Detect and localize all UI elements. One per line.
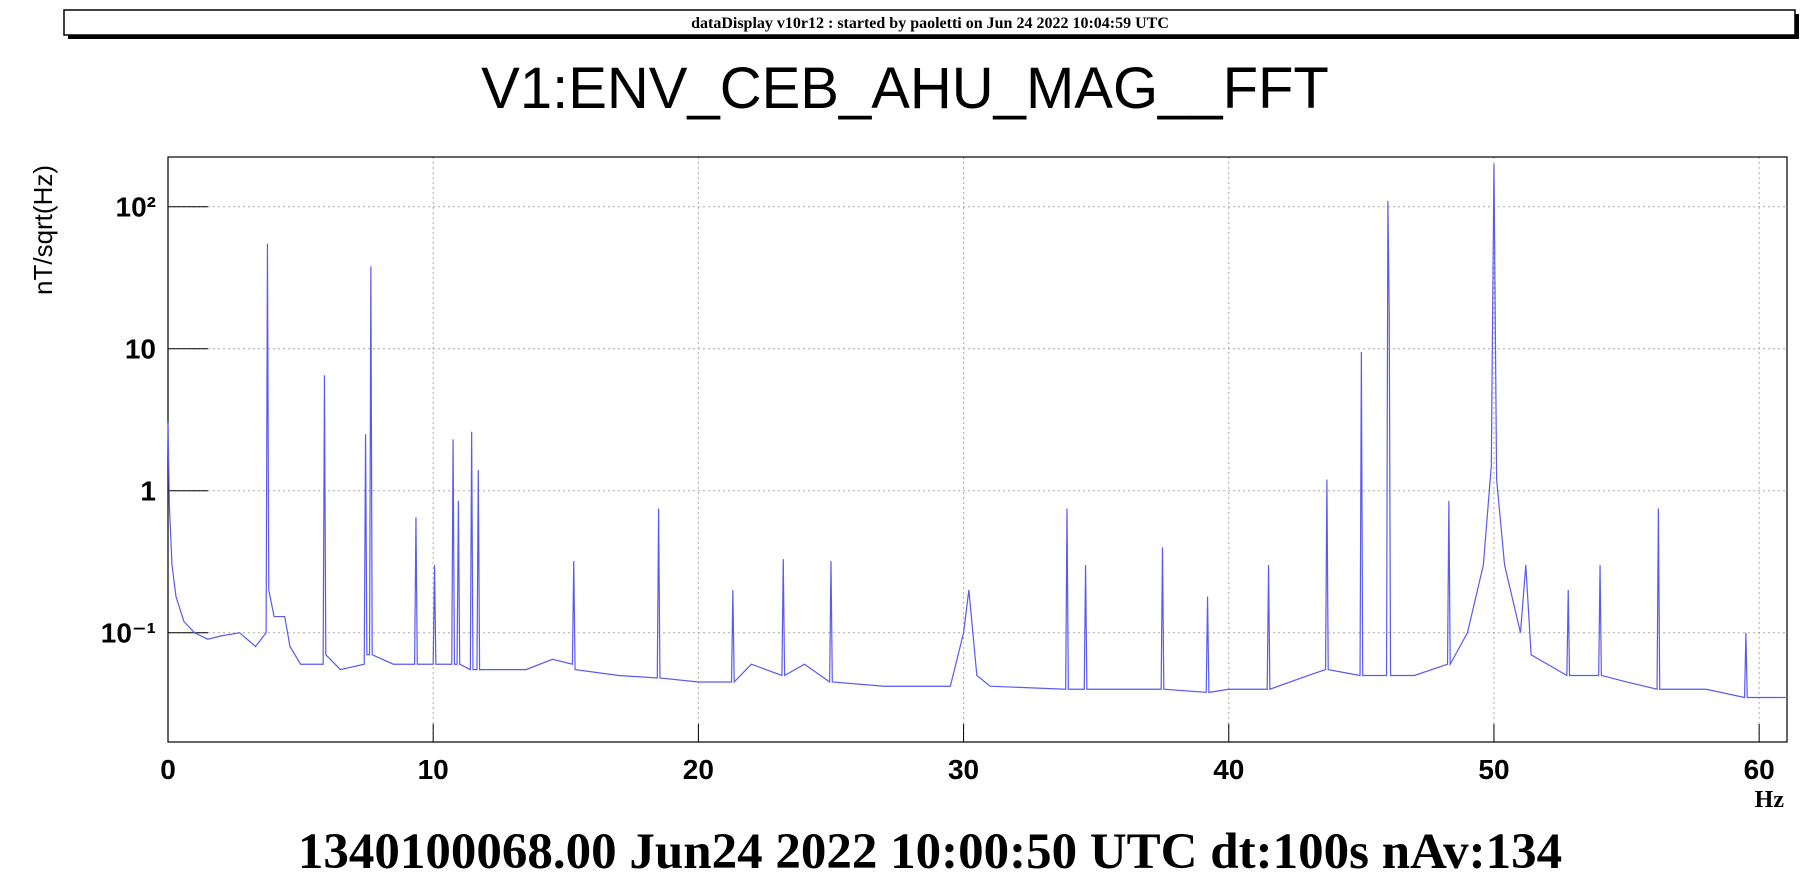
x-axis-label: Hz [1755,787,1785,813]
x-tick-label: 10 [418,754,449,785]
y-tick-label: 10² [116,192,156,223]
x-tick-label: 30 [948,754,979,785]
chart-title: V1:ENV_CEB_AHU_MAG__FFT [481,56,1329,121]
plot-area: 0 10 20 30 40 50 60 10⁻¹ 1 10 10² [101,156,1788,785]
x-tick-label: 60 [1744,754,1775,785]
y-tick-label: 10⁻¹ [101,618,156,649]
x-tick-label: 50 [1478,754,1509,785]
y-tick-label: 10 [125,334,156,365]
banner: dataDisplay v10r12 : started by paoletti… [691,15,1169,32]
x-tick-label: 40 [1213,754,1244,785]
y-tick-label: 1 [140,476,156,507]
banner-box [63,9,1796,36]
x-tick-label: 0 [160,754,176,785]
footer: 1340100068.00 Jun24 2022 10:00:50 UTC dt… [298,824,1562,880]
y-axis-label: nT/sqrt(Hz) [28,165,58,295]
spectrum-line [167,163,1786,699]
x-tick-label: 20 [683,754,714,785]
